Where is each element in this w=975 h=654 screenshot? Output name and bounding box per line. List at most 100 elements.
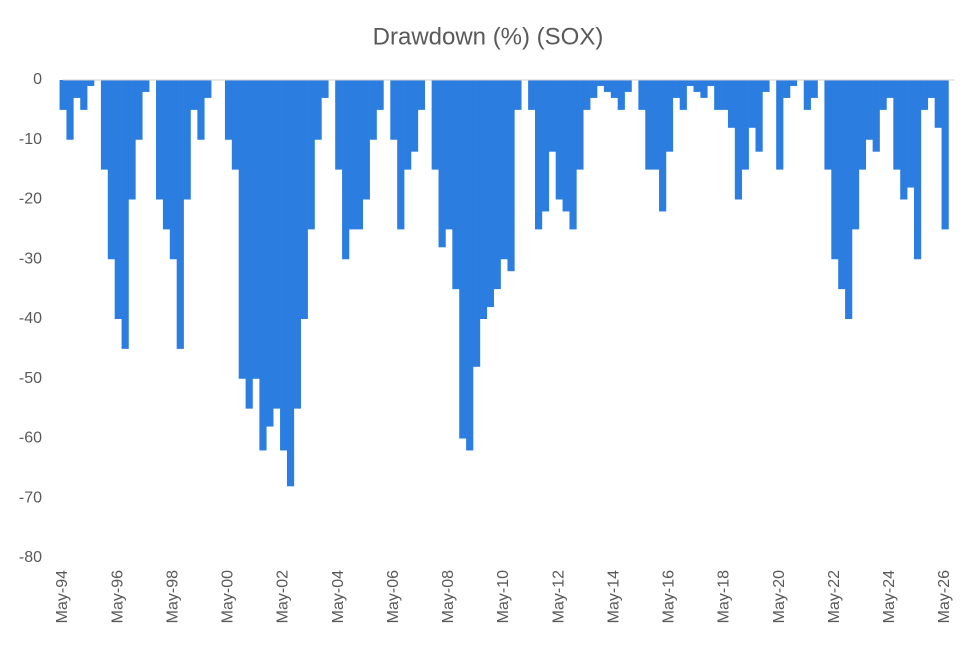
bar [617, 80, 625, 110]
bar [314, 80, 322, 140]
bar [156, 80, 164, 200]
bar [714, 80, 722, 110]
bar [59, 80, 67, 110]
bar [686, 80, 694, 86]
bar [293, 80, 302, 409]
x-tick-label: May-04 [330, 570, 347, 623]
bar [900, 80, 908, 200]
bar [838, 80, 846, 290]
bar [472, 80, 481, 367]
y-tick-label: -40 [19, 310, 42, 327]
bar [362, 80, 370, 200]
x-tick-label: May-10 [495, 570, 512, 623]
bar [466, 80, 474, 451]
bar [920, 80, 929, 110]
x-tick-label: May-96 [109, 570, 126, 623]
x-tick-label: May-02 [275, 570, 292, 623]
bar [224, 80, 233, 140]
bar [776, 80, 784, 170]
bar [417, 80, 426, 110]
x-tick-label: May-12 [550, 570, 567, 623]
bar [238, 80, 246, 379]
bar [245, 80, 253, 409]
bar [810, 80, 818, 98]
bar [438, 80, 446, 248]
x-tick-label: May-20 [771, 570, 788, 623]
bar [879, 80, 887, 110]
bar [280, 80, 288, 451]
bar [583, 80, 591, 110]
bar [528, 80, 536, 110]
bar [162, 80, 171, 230]
bar [748, 80, 756, 128]
bar [562, 80, 570, 212]
bar [865, 80, 873, 140]
bar [700, 80, 708, 98]
bar [597, 80, 605, 86]
bar [107, 80, 115, 260]
bar [755, 80, 763, 152]
bar [659, 80, 667, 212]
bar [231, 80, 240, 170]
x-tick-label: May-98 [164, 570, 181, 623]
bar [555, 80, 563, 200]
bar [693, 80, 701, 92]
y-tick-label: 0 [33, 71, 42, 88]
bar [114, 80, 122, 319]
x-tick-label: May-16 [661, 570, 678, 623]
bar [624, 80, 632, 92]
bar [452, 80, 460, 290]
bar [300, 80, 308, 319]
bar [886, 80, 894, 98]
bar [493, 80, 501, 290]
bar [858, 80, 867, 170]
bar [80, 80, 88, 110]
bar [197, 80, 205, 140]
bar [824, 80, 832, 170]
bar [459, 80, 467, 439]
bar [590, 80, 598, 98]
bar [934, 80, 942, 128]
bar [762, 80, 770, 92]
bar [128, 80, 136, 200]
bar [273, 80, 281, 409]
bar [183, 80, 191, 200]
bar [252, 80, 260, 379]
bar [734, 80, 743, 200]
bar [610, 80, 618, 98]
y-tick-label: -10 [19, 131, 42, 148]
bar [142, 80, 150, 92]
bar [410, 80, 419, 152]
bar [486, 80, 494, 308]
bar [376, 80, 384, 110]
bar [507, 80, 515, 272]
x-tick-label: May-18 [716, 570, 733, 623]
bar [872, 80, 880, 152]
bar [535, 80, 543, 230]
x-tick-label: May-26 [936, 570, 953, 623]
bar [66, 80, 74, 140]
bar [783, 80, 791, 98]
bar [927, 80, 935, 98]
bar [569, 80, 577, 230]
y-tick-label: -30 [19, 250, 42, 267]
x-tick-label: May-22 [826, 570, 843, 623]
y-tick-label: -20 [19, 191, 42, 208]
bar [176, 80, 184, 349]
bar [100, 80, 109, 170]
bar [87, 80, 95, 86]
bar [907, 80, 915, 188]
bar [514, 80, 522, 110]
bar [369, 80, 377, 140]
bar [390, 80, 398, 140]
bar [190, 80, 198, 110]
bar [479, 80, 488, 319]
bar [665, 80, 674, 152]
bar [121, 80, 129, 349]
bar [307, 80, 315, 230]
bar [672, 80, 681, 98]
bar [342, 80, 350, 260]
bar [727, 80, 736, 128]
bar [851, 80, 860, 230]
